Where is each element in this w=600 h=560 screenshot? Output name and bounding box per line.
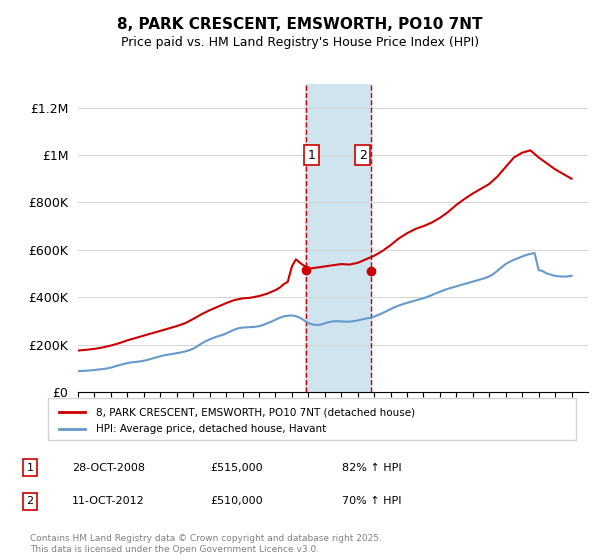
Text: 2: 2 <box>26 496 34 506</box>
Text: Contains HM Land Registry data © Crown copyright and database right 2025.
This d: Contains HM Land Registry data © Crown c… <box>30 534 382 554</box>
Text: 1: 1 <box>26 463 34 473</box>
Text: £510,000: £510,000 <box>210 496 263 506</box>
Text: 1: 1 <box>308 148 316 162</box>
Text: 82% ↑ HPI: 82% ↑ HPI <box>342 463 401 473</box>
Text: 28-OCT-2008: 28-OCT-2008 <box>72 463 145 473</box>
Text: Price paid vs. HM Land Registry's House Price Index (HPI): Price paid vs. HM Land Registry's House … <box>121 36 479 49</box>
Text: £515,000: £515,000 <box>210 463 263 473</box>
FancyBboxPatch shape <box>48 398 576 440</box>
Bar <box>305 84 371 392</box>
Text: 8, PARK CRESCENT, EMSWORTH, PO10 7NT (detached house): 8, PARK CRESCENT, EMSWORTH, PO10 7NT (de… <box>95 407 415 417</box>
Text: 70% ↑ HPI: 70% ↑ HPI <box>342 496 401 506</box>
Text: HPI: Average price, detached house, Havant: HPI: Average price, detached house, Hava… <box>95 424 326 434</box>
Text: 8, PARK CRESCENT, EMSWORTH, PO10 7NT: 8, PARK CRESCENT, EMSWORTH, PO10 7NT <box>117 17 483 32</box>
Text: 2: 2 <box>359 148 367 162</box>
Text: 11-OCT-2012: 11-OCT-2012 <box>72 496 145 506</box>
